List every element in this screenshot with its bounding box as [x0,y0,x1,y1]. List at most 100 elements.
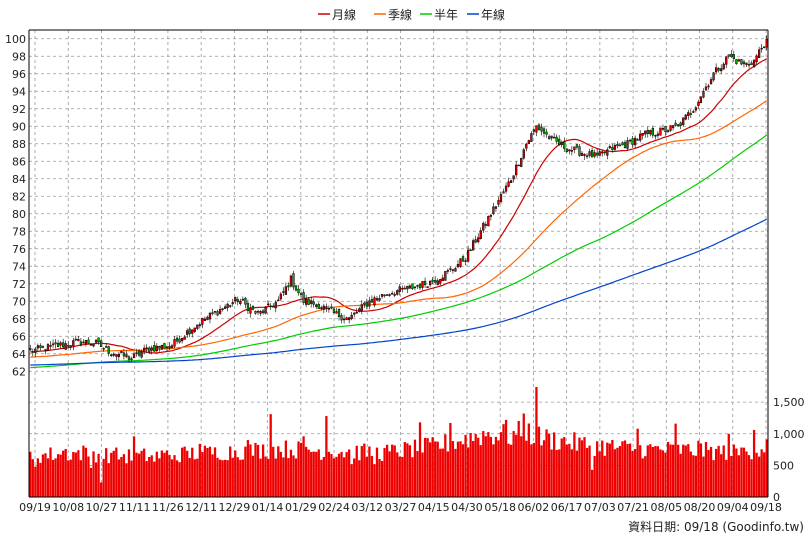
candlestick [611,143,614,153]
candlestick [122,348,126,360]
date-tick-label: 06/17 [551,501,583,514]
volume-bar [666,441,670,497]
candlestick [168,342,171,350]
candlestick [735,59,738,65]
volume-bar [482,431,485,497]
volume-bar [59,454,62,497]
volume-bar [82,445,85,497]
volume-bar [725,459,728,497]
volume-bar [340,451,343,497]
candlestick [563,137,566,152]
ma-month-line [30,58,767,354]
candlestick [310,296,313,308]
candle-down [565,148,568,152]
candlestick [709,77,713,85]
volume-bar [289,449,293,497]
volume-bar [583,437,586,497]
volume-bar [694,455,698,497]
candlestick [426,286,429,289]
candle-up [428,280,432,286]
candle-up [196,324,199,329]
candle-up [259,311,262,314]
volume-bar [687,444,690,497]
volume-bar [628,443,632,497]
candlestick [72,337,75,351]
price-tick-label: 62 [12,365,26,378]
volume-bar [714,448,718,497]
candle-down [97,337,100,343]
candlestick [388,293,391,297]
candle-up [504,185,508,192]
candlestick [208,311,212,324]
volume-bar [477,437,480,497]
candle-down [272,305,275,308]
volume-bar [112,450,115,497]
candlestick [398,284,401,296]
volume-bar [41,454,45,497]
candle-up [709,79,713,85]
volume-bar [145,461,148,497]
volume-bar [391,444,394,497]
candle-up [267,303,270,306]
candle-up [758,49,761,59]
candlestick [568,149,571,155]
candle-up [110,354,113,356]
candlestick [492,202,495,216]
candle-down [39,345,42,348]
volume-bar [64,448,67,497]
volume-bar [143,448,146,497]
candle-up [666,130,670,133]
volume-bar [742,447,746,497]
candlestick [573,146,576,154]
candle-up [315,304,318,307]
candle-up [765,39,768,48]
candlestick [69,345,72,351]
volume-bar [492,444,495,497]
volume-bar [611,439,614,497]
volume-bar [682,444,685,497]
axes [28,29,769,498]
candlestick [720,64,723,75]
volume-bar [449,423,452,497]
candle-down [294,285,298,291]
candlestick [234,296,237,305]
candlestick [229,304,232,308]
volume-bar [570,449,574,497]
candle-down [62,342,65,348]
candle-up [454,268,457,272]
volume-bar [752,429,756,497]
candlestick [431,277,434,285]
candle-down [616,144,619,147]
candle-down [590,150,594,158]
candle-down [317,303,320,309]
candlestick [105,343,108,348]
candle-up [360,304,363,312]
candlestick [137,349,141,358]
candlestick [183,335,186,340]
candlestick [254,310,257,315]
volume-bar [132,436,136,497]
candle-up [644,130,647,135]
volume-bar [363,443,366,497]
volume-bar [487,432,490,497]
volume-tick-label: 0 [773,491,780,504]
candlestick [732,50,735,62]
volume-bar [411,457,414,497]
candlestick [669,125,672,133]
candlestick [31,348,34,357]
candlestick [87,337,90,344]
candle-down [261,310,265,314]
candlestick [304,294,308,308]
volume-bar [431,437,434,497]
candlestick [525,142,528,152]
candlestick [130,356,133,362]
candlestick [504,182,508,194]
candle-up [671,125,675,129]
candle-up [140,351,143,358]
candle-down [299,293,303,295]
candlestick [41,345,45,349]
candle-up [353,312,356,315]
candlestick [403,285,406,290]
candle-down [578,146,581,156]
volume-bar [297,441,300,497]
